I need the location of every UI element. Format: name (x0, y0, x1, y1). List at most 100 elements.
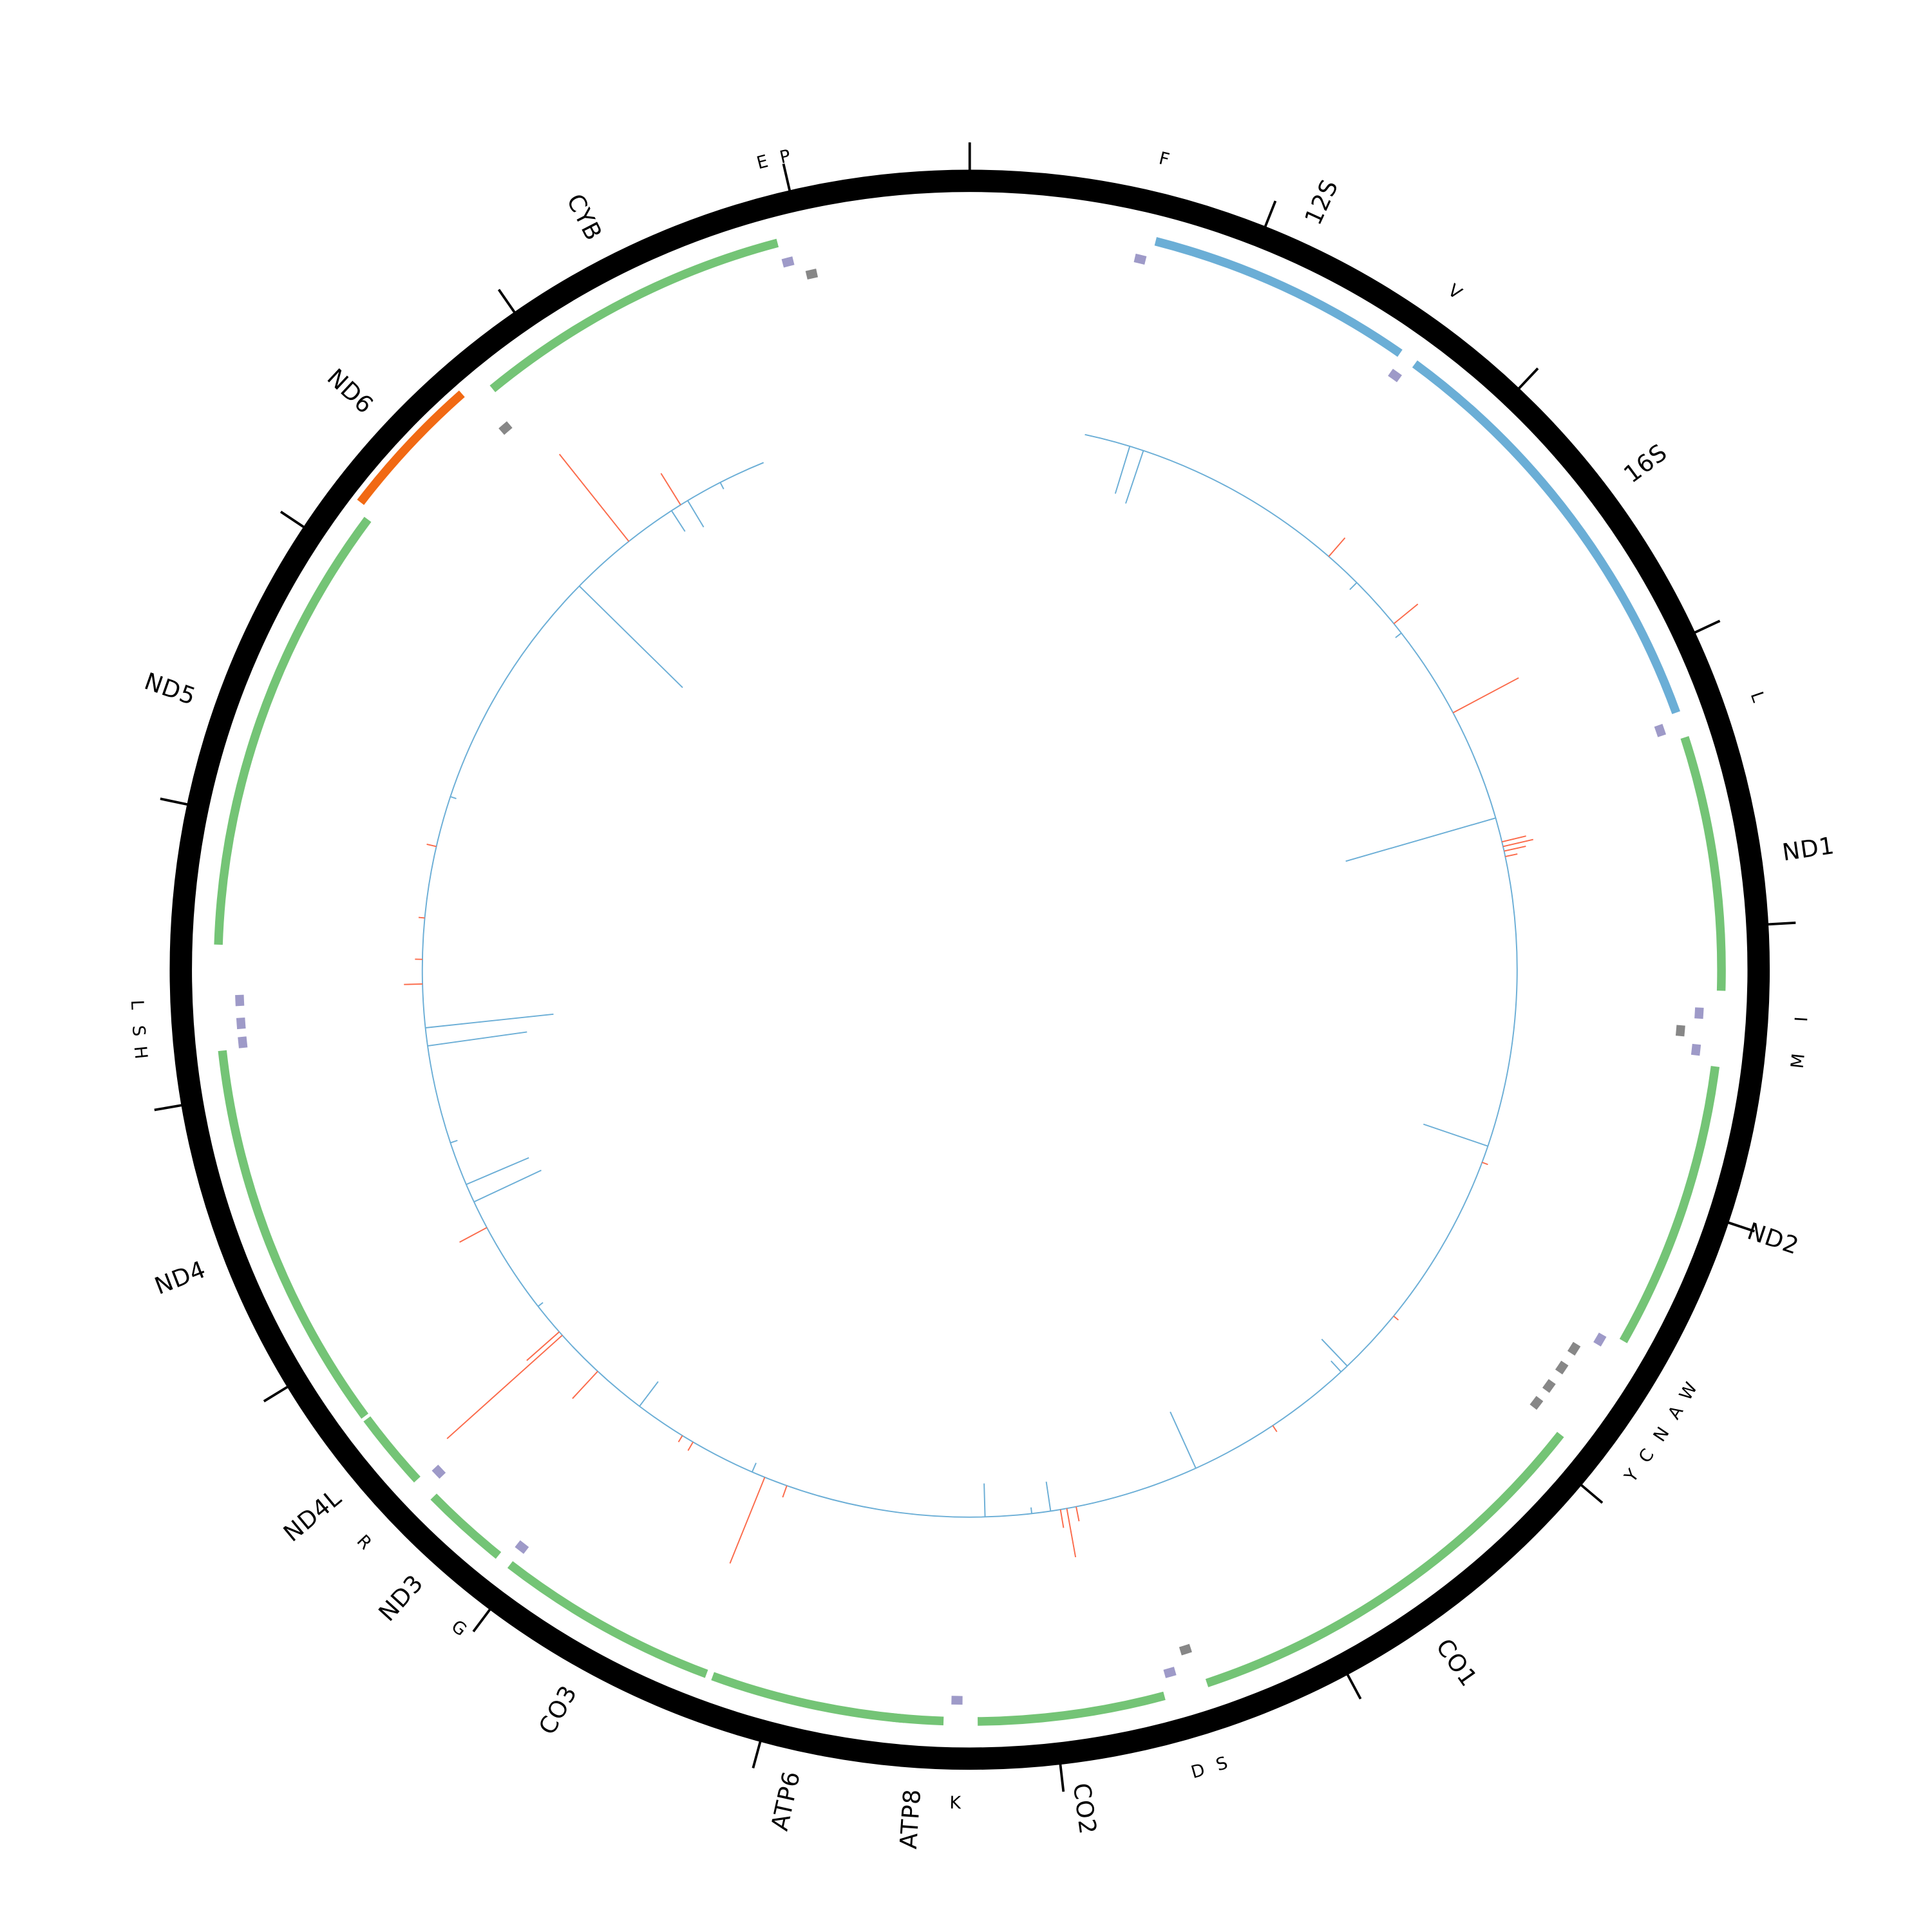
gene-label: CO3 (533, 1680, 583, 1739)
track-spike-negative (450, 1139, 458, 1144)
trna-label: G (448, 1616, 470, 1640)
trna-label: V (1444, 280, 1465, 303)
trna-mark (1593, 1332, 1607, 1347)
gene-arc-nd4 (218, 1050, 369, 1419)
gene-label: CYB (561, 189, 608, 245)
track-spike-positive (729, 1477, 766, 1564)
signal-track (404, 433, 1534, 1564)
trna-mark (1163, 1667, 1177, 1678)
track-spike-negative (1045, 1481, 1052, 1511)
gene-label: CO1 (1430, 1634, 1482, 1692)
track-spike-negative (1331, 1360, 1342, 1372)
position-ticks (154, 142, 1796, 1792)
gene-label: ND1 (1781, 831, 1837, 866)
track-spike-positive (1502, 835, 1526, 843)
track-spike-positive (1505, 853, 1518, 858)
trna-label: E (755, 151, 770, 173)
gene-arc-co1 (1205, 1432, 1564, 1687)
track-spike-negative (1170, 1411, 1197, 1469)
gene-label: ATP6 (766, 1768, 806, 1833)
trna-marks (235, 253, 1704, 1705)
gene-arc-nd6 (357, 390, 465, 506)
track-spike-positive (1393, 1315, 1399, 1321)
tick-mark (752, 1740, 762, 1769)
track-spike-negative (752, 1463, 757, 1473)
gene-arc-12s (1154, 237, 1403, 357)
track-spike-negative (466, 1157, 529, 1186)
track-spike-negative (1321, 1338, 1348, 1367)
backbone-ring (169, 169, 1770, 1770)
track-spike-positive (404, 983, 423, 985)
gene-label: ND3 (373, 1569, 429, 1626)
gene-label: ND2 (1744, 1217, 1803, 1260)
trna-label: S (1213, 1753, 1230, 1776)
trna-mark (1388, 368, 1402, 383)
tick-mark (1727, 1221, 1756, 1233)
gene-label: CO2 (1068, 1781, 1103, 1836)
track-spike-negative (427, 1031, 527, 1047)
trna-mark (431, 1464, 446, 1479)
gene-label: ND4L (278, 1484, 347, 1548)
gene-arc-nd1 (1680, 735, 1726, 991)
trna-label: P (778, 146, 793, 168)
gene-arc-co3 (507, 1561, 708, 1678)
track-spike-negative (670, 510, 686, 532)
gene-label: ND4 (151, 1255, 210, 1300)
trna-mark (236, 1018, 246, 1030)
gene-arc-co2 (978, 1691, 1166, 1726)
gene-arc-nd4l (363, 1416, 421, 1482)
track-spike-negative (1395, 632, 1402, 638)
tick-mark (263, 1385, 289, 1403)
track-spike-positive (446, 1334, 563, 1439)
trna-label: C (1635, 1445, 1658, 1466)
trna-label: S (128, 1025, 149, 1037)
trna-mark (515, 1540, 529, 1554)
track-spike-negative (450, 796, 457, 799)
tick-mark (1346, 1673, 1362, 1700)
gene-arc-16s (1412, 360, 1681, 714)
trna-label: I (1792, 1016, 1812, 1023)
track-spike-negative (983, 1483, 986, 1517)
trna-label: Y (1620, 1465, 1643, 1486)
trna-label: M (1788, 1052, 1809, 1069)
track-spike-negative (1349, 582, 1358, 591)
trna-mark (1694, 1007, 1704, 1019)
gene-arc-atp6 (711, 1672, 905, 1723)
trna-mark (498, 421, 513, 435)
track-spike-positive (426, 843, 437, 848)
track-spike-negative (719, 482, 724, 489)
tick-mark (1580, 1483, 1604, 1504)
trna-label: A (1664, 1402, 1687, 1423)
trna-label: L (127, 999, 147, 1010)
trna-mark (1179, 1643, 1192, 1656)
trna-mark (1555, 1360, 1569, 1375)
feature-labels: 12S 16S ND1 ND2 CO1 CO2 ATP8 ATP6 CO3 ND3 ND4L ND4 N… (127, 146, 1837, 1850)
track-spike-negative (425, 1013, 554, 1028)
track-spike-negative (1125, 450, 1144, 504)
trna-label: F (1157, 148, 1171, 170)
track-spike-negative (687, 500, 705, 527)
tick-mark (782, 163, 791, 192)
trna-mark (1133, 253, 1147, 265)
tick-mark (279, 511, 305, 529)
track-spike-positive (572, 1370, 598, 1399)
gene-arcs (214, 237, 1726, 1726)
track-spike-positive (1075, 1506, 1080, 1522)
track-spike-negative (537, 1302, 544, 1307)
gene-arc-nd5 (214, 516, 372, 945)
tick-mark (160, 797, 189, 806)
trna-label: D (1189, 1760, 1207, 1783)
track-spike-positive (1272, 1425, 1278, 1432)
track-spike-negative (473, 1170, 542, 1203)
trna-label: N (1650, 1424, 1674, 1446)
trna-mark (1567, 1341, 1581, 1356)
track-spike-positive (782, 1485, 788, 1498)
trna-mark (1675, 1025, 1685, 1037)
tick-mark (472, 1607, 492, 1633)
trna-mark (1542, 1379, 1556, 1393)
track-spike-negative (639, 1381, 659, 1407)
track-spike-positive (1328, 537, 1346, 557)
track-spike-positive (660, 473, 681, 506)
track-spike-negative (578, 585, 683, 688)
